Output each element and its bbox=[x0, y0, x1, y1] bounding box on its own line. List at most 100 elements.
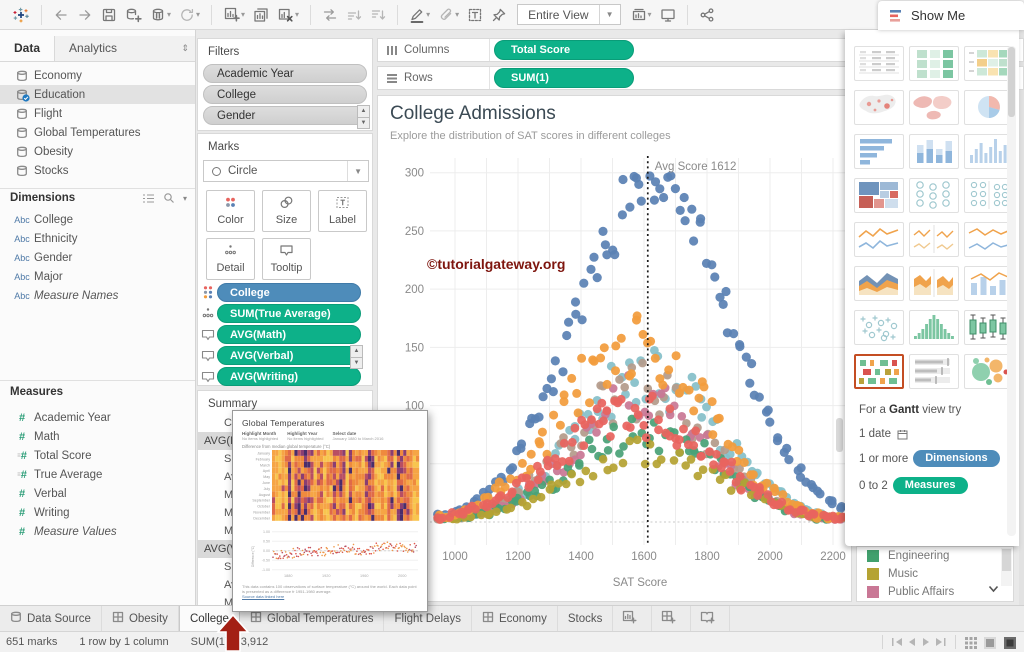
show-me-stacked-bars[interactable] bbox=[909, 134, 959, 169]
show-me-discrete-lines[interactable] bbox=[909, 222, 959, 257]
scatter-chart[interactable]: 1001502002503001000120014001600180020002… bbox=[377, 95, 852, 602]
marks-button-detail[interactable]: Detail bbox=[206, 238, 255, 280]
marks-pill-avgmath[interactable]: AVG(Math) bbox=[217, 325, 361, 344]
mark-type-dropdown[interactable]: Circle ▼ bbox=[203, 160, 369, 182]
fit-dropdown[interactable]: Entire View▼ bbox=[517, 4, 620, 25]
sheet-tab-data-source[interactable]: Data Source bbox=[0, 606, 102, 631]
find-field-icon[interactable] bbox=[163, 192, 175, 204]
dimension-major[interactable]: AbcMajor bbox=[0, 267, 195, 286]
group-icon[interactable]: ▾ bbox=[434, 3, 463, 27]
dimension-ethnicity[interactable]: AbcEthnicity bbox=[0, 229, 195, 248]
marks-button-color[interactable]: Color bbox=[206, 190, 255, 232]
filter-pill-academic-year[interactable]: Academic Year bbox=[203, 64, 367, 83]
marks-button-label[interactable]: Label bbox=[318, 190, 367, 232]
show-me-circle-views[interactable] bbox=[909, 178, 959, 213]
sheet-nav-buttons[interactable] bbox=[891, 636, 947, 648]
measure-verbal[interactable]: #Verbal bbox=[0, 484, 195, 503]
legend-item-engineering[interactable]: Engineering bbox=[857, 547, 1013, 565]
legend-expand-icon[interactable] bbox=[988, 585, 999, 593]
rows-pill-sum1[interactable]: SUM(1) bbox=[494, 68, 634, 88]
tooltip-grip-icon bbox=[199, 350, 217, 362]
show-me-continuous-lines[interactable] bbox=[854, 222, 904, 257]
share-icon[interactable] bbox=[695, 3, 719, 27]
marks-pill-college[interactable]: College bbox=[217, 283, 361, 302]
sort-asc-icon[interactable] bbox=[342, 3, 366, 27]
duplicate-icon[interactable] bbox=[249, 3, 273, 27]
show-me-symbol-map[interactable] bbox=[854, 90, 904, 125]
data-source-stocks[interactable]: Stocks bbox=[0, 161, 195, 180]
pause-updates-icon[interactable]: ▾ bbox=[146, 3, 175, 27]
new-story-button[interactable] bbox=[691, 606, 730, 631]
measure-math[interactable]: #Math bbox=[0, 427, 195, 446]
dimension-measure-names[interactable]: AbcMeasure Names bbox=[0, 286, 195, 305]
show-me-scrollbar[interactable] bbox=[1007, 46, 1016, 536]
text-label-icon[interactable] bbox=[463, 3, 487, 27]
save-icon[interactable] bbox=[97, 3, 121, 27]
add-data-icon[interactable] bbox=[121, 3, 146, 27]
marks-pill-avgwriting[interactable]: AVG(Writing) bbox=[217, 367, 361, 386]
show-me-scatter-plot[interactable] bbox=[854, 310, 904, 345]
filters-scroll-buttons[interactable]: ▲▼ bbox=[357, 105, 370, 129]
legend-scrollbar[interactable] bbox=[1001, 548, 1012, 586]
pin-icon[interactable] bbox=[487, 3, 511, 27]
chart-title: College Admissions bbox=[390, 103, 556, 125]
show-me-histogram[interactable] bbox=[909, 310, 959, 345]
highlight-icon[interactable]: ▾ bbox=[405, 3, 434, 27]
sort-desc-icon[interactable] bbox=[366, 3, 390, 27]
back-icon[interactable] bbox=[49, 3, 73, 27]
measure-measure-values[interactable]: #Measure Values bbox=[0, 522, 195, 541]
preview-title: Global Temperatures bbox=[242, 418, 418, 428]
data-source-obesity[interactable]: Obesity bbox=[0, 142, 195, 161]
new-dashboard-button[interactable] bbox=[652, 606, 691, 631]
show-me-gantt[interactable] bbox=[854, 354, 904, 389]
view-as-list-icon[interactable] bbox=[142, 193, 155, 204]
marks-pill-avgverbal[interactable]: AVG(Verbal) bbox=[217, 346, 361, 365]
swap-axes-icon[interactable] bbox=[318, 3, 342, 27]
show-me-continuous-area[interactable] bbox=[854, 266, 904, 301]
data-source-economy[interactable]: Economy bbox=[0, 66, 195, 85]
show-me-text-table[interactable] bbox=[854, 46, 904, 81]
tab-data[interactable]: Data bbox=[0, 36, 55, 61]
new-worksheet-icon[interactable]: ▾ bbox=[219, 3, 249, 27]
show-me-header[interactable]: Show Me bbox=[878, 1, 1024, 30]
marks-scroll-buttons[interactable]: ▲▼ bbox=[350, 345, 363, 369]
measure-academic-year[interactable]: #Academic Year bbox=[0, 408, 195, 427]
forward-icon[interactable] bbox=[73, 3, 97, 27]
marks-button-tooltip[interactable]: Tooltip bbox=[262, 238, 311, 280]
dimension-college[interactable]: AbcCollege bbox=[0, 210, 195, 229]
show-me-discrete-area[interactable] bbox=[909, 266, 959, 301]
measure-total-score[interactable]: ≡#Total Score bbox=[0, 446, 195, 465]
pane-sort-icon[interactable]: ⇕ bbox=[181, 36, 195, 61]
marks-button-size[interactable]: Size bbox=[262, 190, 311, 232]
show-me-treemap[interactable] bbox=[854, 178, 904, 213]
clear-sheet-icon[interactable]: ▾ bbox=[273, 3, 303, 27]
show-me-filled-map[interactable] bbox=[909, 90, 959, 125]
columns-pill-totalscore[interactable]: Total Score bbox=[494, 40, 634, 60]
legend-item-music[interactable]: Music bbox=[857, 565, 1013, 583]
data-source-education[interactable]: Education bbox=[0, 85, 195, 104]
measure-writing[interactable]: #Writing bbox=[0, 503, 195, 522]
show-me-bullet-graph[interactable] bbox=[909, 354, 959, 389]
data-source-flight[interactable]: Flight bbox=[0, 104, 195, 123]
sheet-tab-obesity[interactable]: Obesity bbox=[102, 606, 179, 631]
presentation-icon[interactable] bbox=[656, 3, 680, 27]
new-worksheet-button[interactable] bbox=[613, 606, 652, 631]
measure-true-average[interactable]: ≡#True Average bbox=[0, 465, 195, 484]
show-me-highlight-table[interactable] bbox=[909, 46, 959, 81]
tab-analytics[interactable]: Analytics bbox=[55, 36, 131, 61]
dimensions-menu-icon[interactable]: ▾ bbox=[183, 194, 187, 203]
new-story-icon bbox=[700, 610, 720, 627]
view-mode-buttons[interactable] bbox=[964, 636, 1018, 649]
data-source-global-temperatures[interactable]: Global Temperatures bbox=[0, 123, 195, 142]
dimension-gender[interactable]: AbcGender bbox=[0, 248, 195, 267]
filter-pill-college[interactable]: College bbox=[203, 85, 367, 104]
view-scrollbar[interactable] bbox=[836, 418, 843, 452]
refresh-icon[interactable]: ▾ bbox=[175, 3, 204, 27]
sheet-tab-stocks[interactable]: Stocks bbox=[558, 606, 614, 631]
show-me-horizontal-bars[interactable] bbox=[854, 134, 904, 169]
marks-pill-sumtrueaverage[interactable]: SUM(True Average) bbox=[217, 304, 361, 323]
sheet-tab-economy[interactable]: Economy bbox=[472, 606, 558, 631]
show-labels-icon[interactable]: ▾ bbox=[627, 3, 656, 27]
filter-pill-gender[interactable]: Gender bbox=[203, 106, 367, 125]
tableau-logo-icon[interactable] bbox=[8, 3, 34, 27]
